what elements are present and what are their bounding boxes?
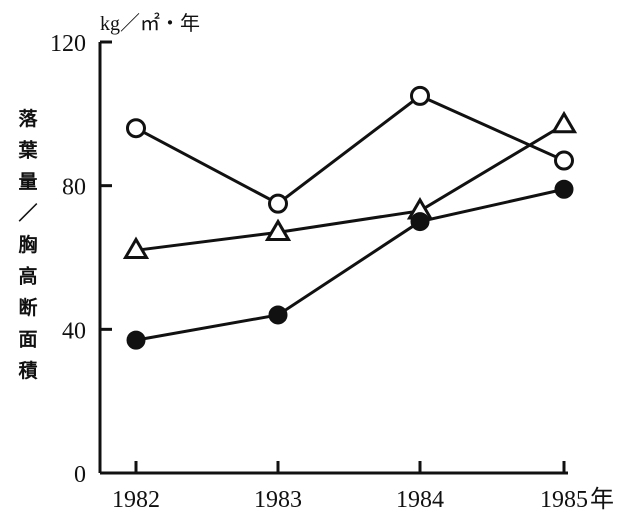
y-tick-label: 40 xyxy=(62,318,86,344)
data-point-filled-circle xyxy=(268,305,288,325)
x-tick-label: 1984 xyxy=(396,487,444,513)
y-axis-label: 落葉量／胸高断面積 xyxy=(17,107,38,382)
data-point-open-triangle xyxy=(122,236,150,260)
series-filled-circle xyxy=(126,179,574,350)
data-point-open-triangle xyxy=(264,218,292,242)
x-tick-label: 1985 xyxy=(540,487,588,513)
y-axis-ticks: 0 40 80 120 xyxy=(50,31,112,488)
series-line xyxy=(135,123,565,252)
series-line xyxy=(135,187,565,342)
series-open-circle xyxy=(126,85,574,214)
axes xyxy=(98,42,568,475)
y-axis-unit: kg／㎡・年 xyxy=(100,11,200,35)
data-point-filled-circle xyxy=(410,212,430,232)
x-tick-label: 1983 xyxy=(254,487,302,513)
data-series xyxy=(122,85,578,350)
x-axis-ticks: 1982 1983 1984 1985 年 xyxy=(112,461,614,513)
y-tick-label: 0 xyxy=(74,462,86,488)
data-point-open-circle xyxy=(126,118,146,139)
data-point-open-circle xyxy=(554,150,574,171)
data-point-open-triangle xyxy=(550,110,578,134)
data-point-filled-circle xyxy=(554,179,574,199)
x-axis-unit: 年 xyxy=(590,486,614,513)
y-tick-label: 80 xyxy=(62,175,86,201)
y-tick-label: 120 xyxy=(50,31,86,57)
series-line xyxy=(135,94,565,206)
data-point-open-circle xyxy=(410,85,430,106)
data-point-open-circle xyxy=(268,193,288,214)
x-tick-label: 1982 xyxy=(112,487,160,513)
data-point-filled-circle xyxy=(126,330,146,350)
